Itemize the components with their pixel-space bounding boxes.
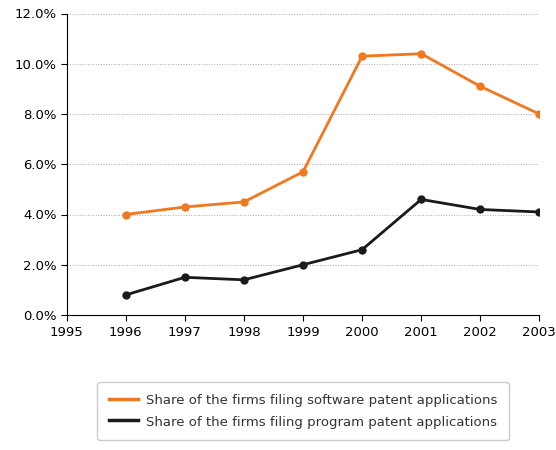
Legend: Share of the firms filing software patent applications, Share of the firms filin: Share of the firms filing software paten… <box>97 382 509 441</box>
